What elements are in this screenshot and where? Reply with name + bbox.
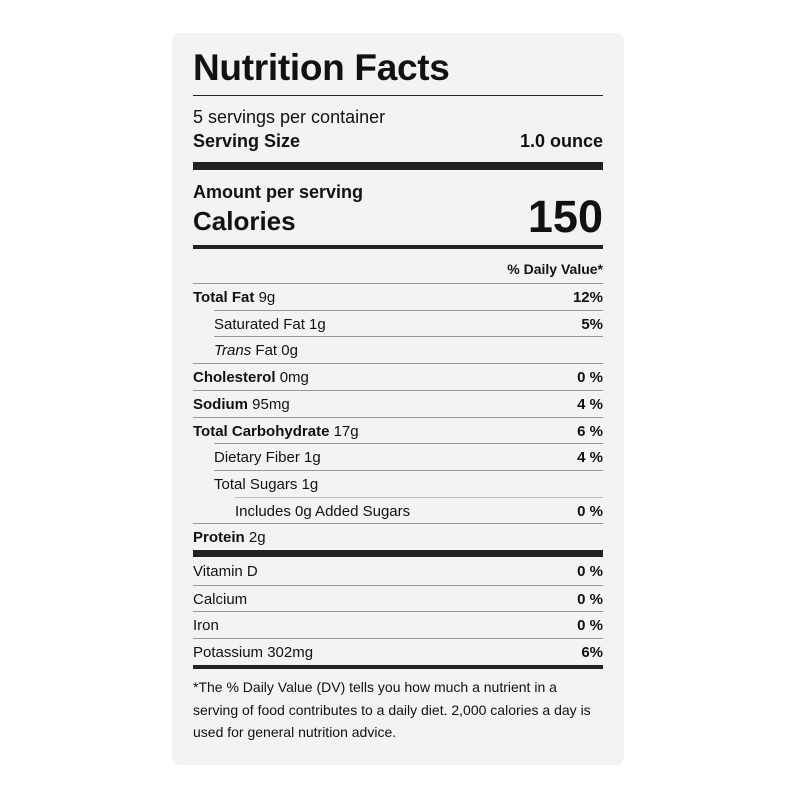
nutrient-row: Sodium 95mg 4 % <box>193 389 603 417</box>
serving-size-value: 1.0 ounce <box>519 131 603 151</box>
nutrient-name: Dietary Fiber 1g <box>214 449 321 467</box>
nutrient-amount: 2g <box>248 529 266 547</box>
thick-rule <box>193 550 603 557</box>
daily-value: 6 % <box>577 422 603 440</box>
daily-value: 0 % <box>577 617 603 635</box>
daily-value-header: % Daily Value* <box>507 261 603 277</box>
nutrient-amount: 9g <box>258 289 276 306</box>
daily-value: 5% <box>581 315 603 333</box>
nutrient-name: Sodium <box>193 395 248 413</box>
nutrient-name: Saturated Fat 1g <box>214 315 326 333</box>
nutrient-name: Fat 0g <box>255 342 298 360</box>
footnote: *The % Daily Value (DV) tells you how mu… <box>193 679 591 740</box>
daily-value: 0 % <box>577 369 603 387</box>
nutrient-row: Saturated Fat 1g 5% <box>214 309 603 337</box>
calories-label: Calories <box>193 206 296 236</box>
nutrient-name: Total Sugars 1g <box>214 475 319 493</box>
vitamin-row: Potassium 302mg 6% <box>193 638 603 665</box>
servings: 5 servings per container <box>193 107 386 127</box>
vitamin-name: Potassium 302mg <box>193 644 314 662</box>
nutrient-row: Cholesterol 0mg 0 % <box>193 363 603 390</box>
nutrient-row: Trans Fat 0g <box>214 336 603 363</box>
nutrient-row: Protein 2g <box>193 523 603 550</box>
vitamin-row: Iron 0 % <box>193 611 603 638</box>
nutrient-name: Protein <box>193 529 245 547</box>
nutrient-amount: 0mg <box>279 369 309 387</box>
daily-value: 6% <box>581 644 603 662</box>
nutrient-name: Total Fat <box>193 289 255 306</box>
medium-rule <box>193 665 603 669</box>
daily-value: 4 % <box>577 395 603 413</box>
vitamin-name: Iron <box>193 617 219 635</box>
thick-rule <box>193 162 603 170</box>
nutrient-name: Includes 0g Added Sugars <box>235 502 411 520</box>
serving-size-label: Serving Size <box>193 131 301 151</box>
nutrient-amount: 95mg <box>252 395 290 413</box>
medium-rule <box>193 245 603 249</box>
nutrient-name: Total Carbohydrate <box>193 422 330 440</box>
rule <box>193 95 603 96</box>
nutrient-amount: 17g <box>333 422 359 440</box>
nutrient-row: Includes 0g Added Sugars 0 % <box>235 496 603 524</box>
vitamin-row: Calcium 0 % <box>193 584 603 612</box>
nutrient-row: Dietary Fiber 1g 4 % <box>214 443 603 470</box>
daily-value: 4 % <box>577 449 603 467</box>
daily-value: 12% <box>572 289 603 306</box>
calories-value: 150 <box>527 191 603 242</box>
nutrient-prefix: Trans <box>214 342 252 360</box>
vitamin-row: Vitamin D 0 % <box>193 558 603 585</box>
title: Nutrition Facts <box>193 47 450 88</box>
nutrient-row: Total Fat 9g 12% <box>193 283 603 310</box>
daily-value: 0 % <box>577 590 603 608</box>
daily-value: 0 % <box>577 563 603 580</box>
vitamin-name: Vitamin D <box>193 563 258 580</box>
nutrient-row: Total Sugars 1g <box>214 469 603 497</box>
nutrient-row: Total Carbohydrate 17g 6 % <box>193 416 603 444</box>
nutrition-label: Nutrition Facts 5 servings per container… <box>172 33 624 765</box>
amount-per-serving: Amount per serving <box>193 182 364 202</box>
nutrient-name: Cholesterol <box>193 369 276 387</box>
daily-value: 0 % <box>577 502 603 520</box>
vitamin-name: Calcium <box>193 590 248 608</box>
